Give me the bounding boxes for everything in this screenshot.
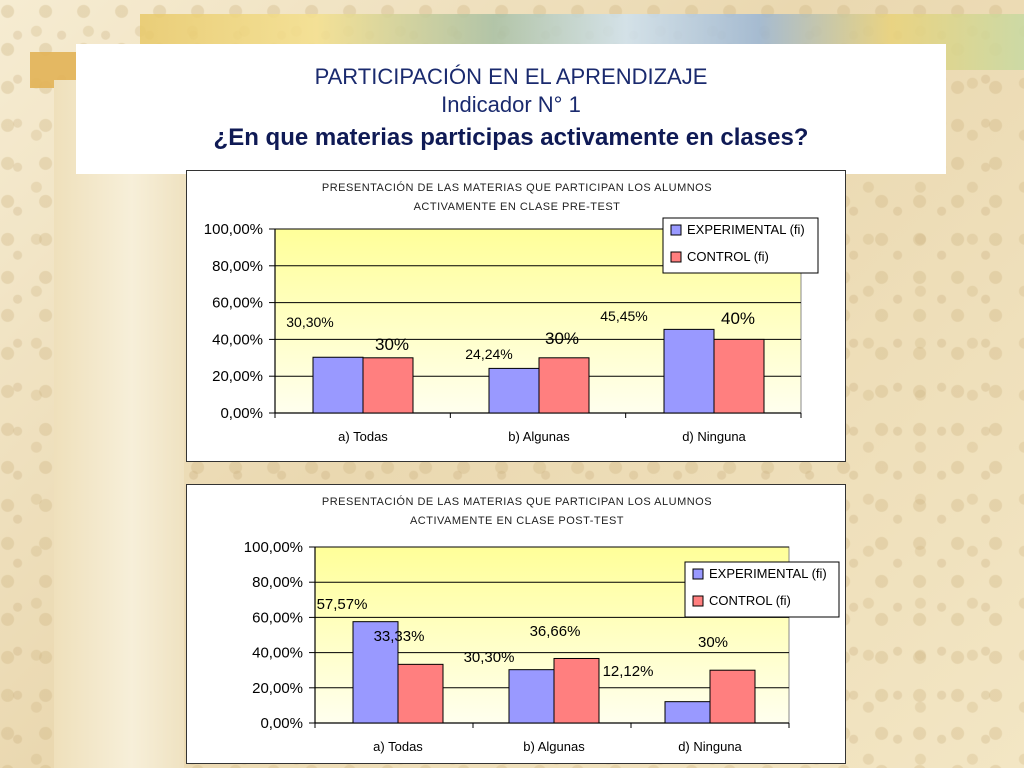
post-category-label: d) Ninguna [678,739,742,754]
post-data-label: 36,66% [530,623,581,640]
decorative-column [54,80,184,768]
post-category-label: a) Todas [373,739,423,754]
pre-legend-swatch [670,224,682,236]
pre-y-tick-label: 60,00% [212,295,263,312]
pre-data-label: 30% [545,329,579,348]
indicator-label: Indicador N° 1 [441,92,581,117]
question-heading: ¿En que materias participas activamente … [213,124,809,151]
post-legend-swatch [692,568,704,580]
pre-data-label: 45,45% [600,308,647,324]
pre-legend-swatch [670,251,682,263]
post-bar-experimental [352,621,399,724]
post-y-tick-label: 80,00% [252,574,303,591]
pre-chart-title-line: ACTIVAMENTE EN CLASE PRE-TEST [414,201,621,213]
pre-y-tick-label: 40,00% [212,331,263,348]
post-bar-control [553,657,600,724]
pre-category-label: b) Algunas [508,429,570,444]
post-test-chart-svg: PRESENTACIÓN DE LAS MATERIAS QUE PARTICI… [244,495,840,754]
pre-y-tick-label: 20,00% [212,368,263,385]
pre-legend-label: CONTROL (fi) [687,249,769,264]
pre-bar-experimental [312,356,364,414]
post-chart-title-line: ACTIVAMENTE EN CLASE POST-TEST [410,515,624,527]
post-bar-control [709,669,756,724]
post-data-label: 30,30% [464,649,515,666]
post-y-tick-label: 100,00% [244,539,303,556]
post-category-label: b) Algunas [523,739,585,754]
pre-data-label: 40% [721,309,755,328]
pre-test-chart-svg: PRESENTACIÓN DE LAS MATERIAS QUE PARTICI… [204,181,819,444]
pre-y-tick-label: 80,00% [212,258,263,275]
post-chart-title-line: PRESENTACIÓN DE LAS MATERIAS QUE PARTICI… [322,495,712,508]
pre-bar-experimental [663,328,715,414]
title-box: PARTICIPACIÓN EN EL APRENDIZAJE Indicado… [76,44,946,174]
post-data-label: 33,33% [374,628,425,645]
pre-y-tick-label: 0,00% [220,405,263,422]
pre-bar-control [538,357,590,414]
pre-legend [662,217,819,274]
post-y-tick-label: 60,00% [252,609,303,626]
pre-category-label: d) Ninguna [682,429,746,444]
post-bar-experimental [664,701,711,724]
pre-bar-experimental [488,367,540,414]
post-legend-label: EXPERIMENTAL (fi) [709,566,827,581]
post-legend [684,561,840,618]
post-test-chart: PRESENTACIÓN DE LAS MATERIAS QUE PARTICI… [186,484,846,764]
pre-legend-label: EXPERIMENTAL (fi) [687,222,805,237]
post-data-label: 57,57% [317,596,368,613]
post-y-tick-label: 20,00% [252,680,303,697]
pre-bar-control [713,338,765,414]
pre-data-label: 24,24% [465,346,512,362]
pre-category-label: a) Todas [338,429,388,444]
pre-test-chart: PRESENTACIÓN DE LAS MATERIAS QUE PARTICI… [186,170,846,462]
post-bar-experimental [508,669,555,724]
post-data-label: 12,12% [603,663,654,680]
post-legend-label: CONTROL (fi) [709,593,791,608]
page-title: PARTICIPACIÓN EN EL APRENDIZAJE [314,64,708,89]
pre-data-label: 30,30% [286,314,333,330]
pre-chart-title-line: PRESENTACIÓN DE LAS MATERIAS QUE PARTICI… [322,181,712,194]
post-y-tick-label: 40,00% [252,645,303,662]
pre-y-tick-label: 100,00% [204,221,263,238]
post-y-tick-label: 0,00% [260,715,303,732]
pre-bar-control [362,357,414,414]
post-legend-swatch [692,595,704,607]
post-data-label: 30% [698,634,728,651]
pre-data-label: 30% [375,335,409,354]
post-bar-control [397,663,444,724]
